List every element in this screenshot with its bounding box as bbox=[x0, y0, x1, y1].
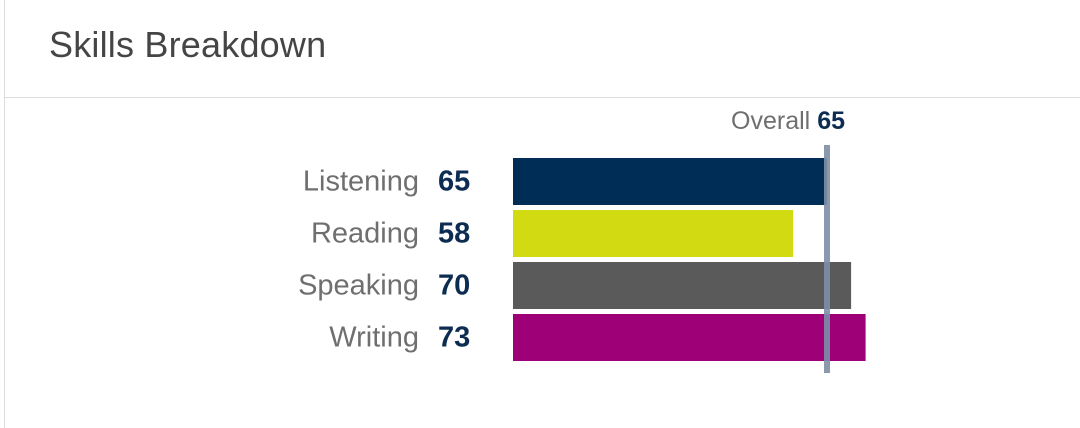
value-label-speaking: 70 bbox=[438, 270, 470, 302]
overall-value: 65 bbox=[817, 107, 845, 135]
skills-bar-chart: Listening 65 Reading 58 Speaking 70 Writing 73 O… bbox=[298, 107, 866, 373]
category-label-speaking: Speaking bbox=[298, 270, 419, 302]
category-label-writing: Writing bbox=[329, 322, 419, 354]
skills-breakdown-card: Skills Breakdown Listening 65 Reading 58 Spe… bbox=[4, 0, 1080, 428]
skills-chart: Listening 65 Reading 58 Speaking 70 Writing 73 O… bbox=[5, 98, 1080, 428]
value-label-listening: 65 bbox=[438, 166, 470, 198]
overall-reference-line bbox=[824, 145, 830, 373]
bar-listening bbox=[513, 158, 827, 205]
bar-speaking bbox=[513, 262, 852, 309]
bar-writing bbox=[513, 314, 866, 361]
overall-label-text: Overall bbox=[731, 107, 817, 135]
card-title: Skills Breakdown bbox=[49, 24, 327, 65]
bar-reading bbox=[513, 210, 794, 257]
category-label-reading: Reading bbox=[311, 218, 419, 250]
overall-label: Overall 65 bbox=[731, 107, 845, 135]
category-label-listening: Listening bbox=[303, 166, 419, 198]
card-header: Skills Breakdown bbox=[5, 0, 1080, 98]
value-label-writing: 73 bbox=[438, 322, 470, 354]
value-label-reading: 58 bbox=[438, 218, 470, 250]
